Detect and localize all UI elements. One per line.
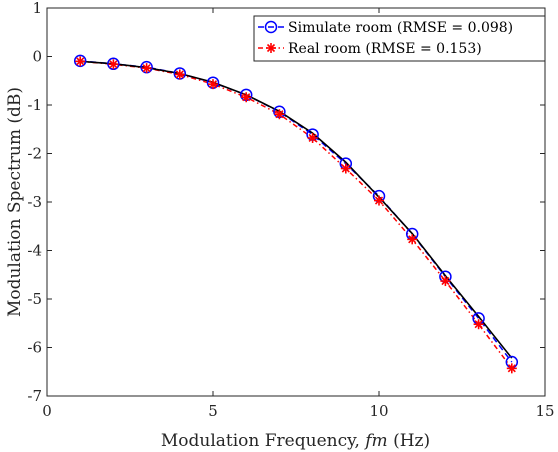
legend-label-simulate: Simulate room (RMSE = 0.098) — [288, 20, 513, 36]
legend-asterisk-glyph — [266, 43, 276, 53]
data-point-real — [307, 132, 318, 143]
data-point-real — [340, 163, 351, 174]
x-axis-title-unit: (Hz) — [388, 431, 430, 451]
y-tick-label: -4 — [27, 242, 42, 260]
data-point-real — [473, 319, 484, 330]
legend-label-real: Real room (RMSE = 0.153) — [288, 41, 482, 57]
legend-marker-circle — [264, 20, 278, 34]
x-tick-label: 15 — [535, 402, 554, 420]
data-point-real — [75, 56, 86, 67]
legend-box — [253, 15, 546, 62]
x-tick-label: 5 — [208, 402, 218, 420]
y-tick-label: -2 — [27, 145, 42, 163]
data-point-simulate — [107, 57, 120, 71]
data-point-real — [440, 276, 451, 287]
y-tick-label: 0 — [32, 48, 42, 66]
axes-box — [46, 7, 546, 397]
x-axis-title: Modulation Frequency, fm (Hz) — [161, 431, 430, 451]
y-tick-label: -5 — [27, 290, 42, 308]
data-point-real — [108, 59, 119, 70]
data-point-simulate — [73, 54, 87, 68]
legend-entry-real: Real room (RMSE = 0.153) — [258, 41, 482, 57]
data-point-real — [241, 92, 252, 103]
markers-layer — [73, 54, 519, 374]
y-tick-label: -3 — [27, 193, 42, 211]
y-tick-label: -6 — [27, 339, 42, 357]
data-point-real — [506, 363, 517, 374]
y-tick-label: -1 — [27, 96, 42, 114]
legend-entry-simulate: Simulate room (RMSE = 0.098) — [258, 20, 513, 36]
data-point-real — [174, 69, 185, 80]
x-axis-title-text: Modulation Frequency, — [161, 431, 365, 451]
y-tick-label: -7 — [27, 387, 42, 405]
legend-marker-asterisk — [266, 43, 276, 53]
series-line-real — [80, 60, 513, 369]
y-axis-title: Modulation Spectrum (dB) — [5, 87, 25, 317]
data-point-real — [274, 109, 285, 120]
y-tick-label: 1 — [32, 0, 42, 17]
x-tick-label: 10 — [369, 402, 388, 420]
data-point-real — [407, 234, 418, 245]
plot-area — [46, 7, 546, 397]
legend: Simulate room (RMSE = 0.098) Real room (… — [253, 15, 546, 62]
data-point-real — [141, 63, 152, 74]
x-tick-label: 0 — [42, 402, 52, 420]
x-axis-title-var: fm — [363, 431, 387, 451]
data-point-real — [374, 195, 384, 206]
data-point-real — [208, 79, 218, 90]
